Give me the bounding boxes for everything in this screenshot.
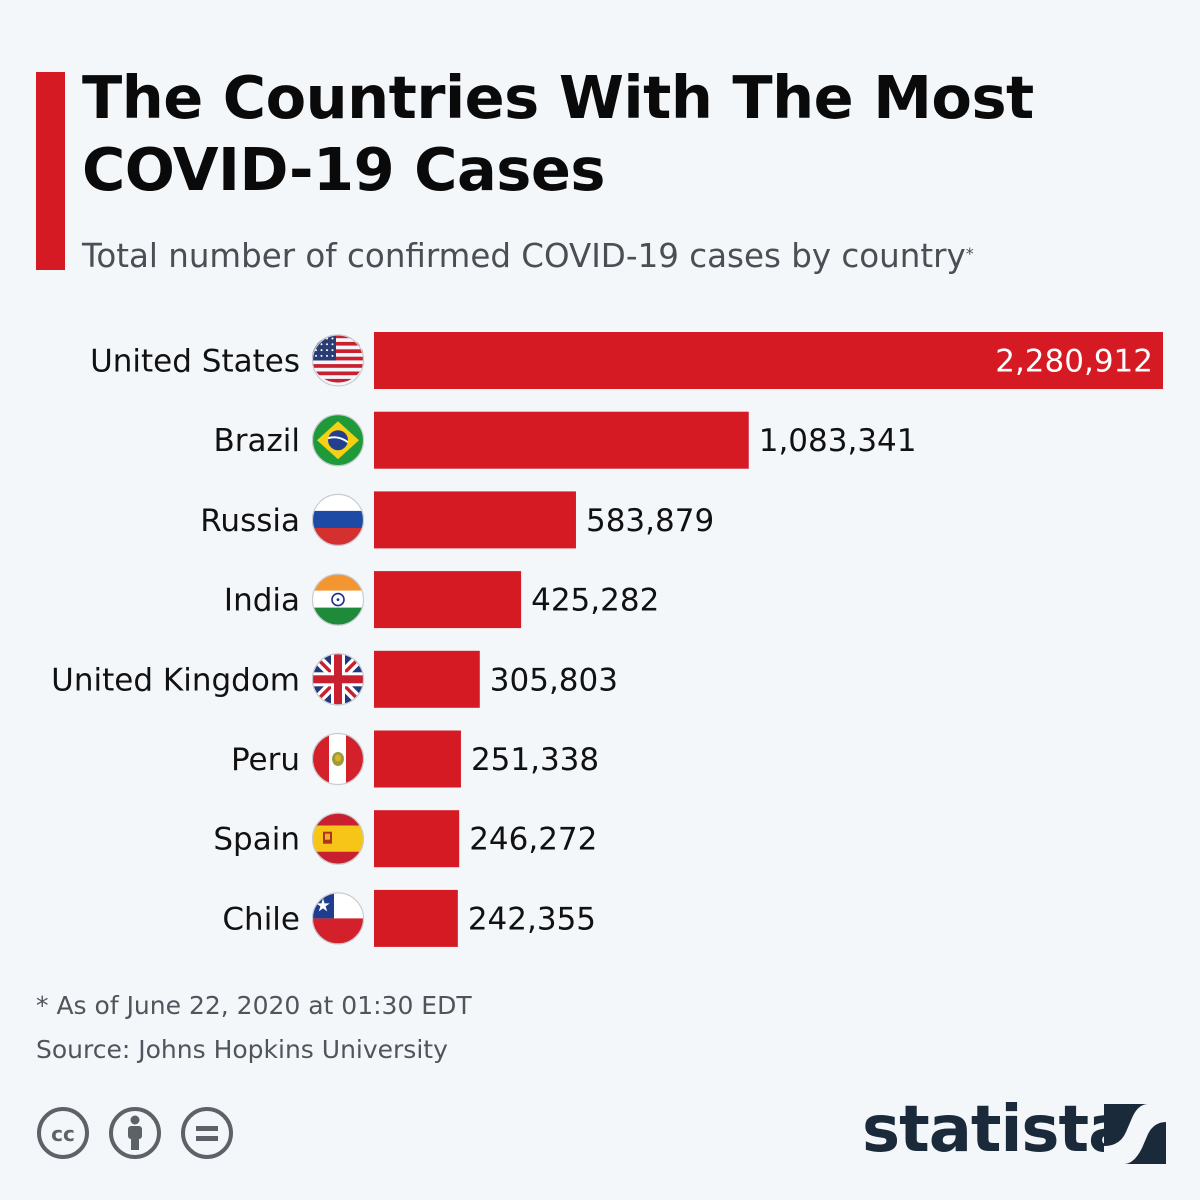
bar-row: Peru 251,338 [231, 730, 599, 788]
category-label: Brazil [213, 423, 300, 459]
bar [374, 411, 749, 469]
no-derivatives-icon[interactable] [180, 1106, 234, 1160]
bar-row: United Kingdom 305,803 [51, 650, 618, 708]
value-label: 246,272 [469, 822, 597, 858]
footnote: * As of June 22, 2020 at 01:30 EDT [36, 991, 472, 1020]
bar-row: Russia 583,879 [200, 491, 714, 549]
statista-wordmark: statista [862, 1093, 1131, 1167]
category-label: Russia [200, 503, 300, 539]
value-label: 425,282 [531, 583, 659, 619]
category-label: United States [90, 344, 300, 380]
category-label: Spain [213, 822, 300, 858]
bar [374, 889, 458, 947]
category-label: United Kingdom [51, 662, 300, 698]
bar-row: United States 2,280,912 [90, 332, 1163, 389]
value-label: 251,338 [471, 742, 599, 778]
statista-logo[interactable]: statista [862, 1093, 1166, 1168]
russia-flag-icon [311, 493, 365, 546]
value-label: 242,355 [468, 901, 596, 937]
svg-text:cc: cc [51, 1122, 75, 1146]
subtitle-text: Total number of confirmed COVID-19 cases… [82, 237, 966, 275]
value-label: 1,083,341 [759, 423, 917, 459]
bar-row: Brazil 1,083,341 [213, 411, 917, 469]
statista-mark-icon [1104, 1104, 1166, 1164]
us-flag-icon [311, 334, 365, 387]
uk-flag-icon [311, 653, 365, 706]
category-label: Peru [231, 742, 300, 778]
category-label: India [224, 583, 300, 619]
bar-chart: United States 2,280,912 Brazil 1,083,341 Rus… [51, 332, 1163, 947]
source-note: Source: Johns Hopkins University [36, 1035, 448, 1064]
title-accent-bar [36, 72, 65, 270]
value-label: 2,280,912 [995, 344, 1153, 380]
chile-flag-icon [311, 892, 365, 945]
chart-title: The Countries With The Most COVID-19 Cas… [82, 63, 1034, 204]
attribution-icon[interactable] [108, 1106, 162, 1160]
bar [374, 730, 461, 788]
spain-flag-icon [311, 812, 365, 865]
subtitle-footnote-mark: * [965, 244, 974, 263]
value-label: 583,879 [586, 503, 714, 539]
bar [374, 650, 480, 708]
chart-subtitle: Total number of confirmed COVID-19 cases… [82, 232, 1182, 280]
bar-row: Chile 242,355 [222, 889, 596, 947]
india-flag-icon [311, 573, 365, 626]
bar [374, 571, 522, 629]
peru-flag-icon [311, 732, 365, 786]
category-label: Chile [222, 901, 300, 937]
bar-row: India 425,282 [224, 571, 659, 629]
brazil-flag-icon [311, 414, 365, 467]
creative-commons-icon[interactable]: cc [36, 1106, 90, 1160]
bar [374, 810, 460, 868]
bar-row: Spain 246,272 [213, 810, 597, 868]
bar [374, 491, 576, 549]
bar [374, 332, 1163, 389]
value-label: 305,803 [490, 662, 618, 698]
